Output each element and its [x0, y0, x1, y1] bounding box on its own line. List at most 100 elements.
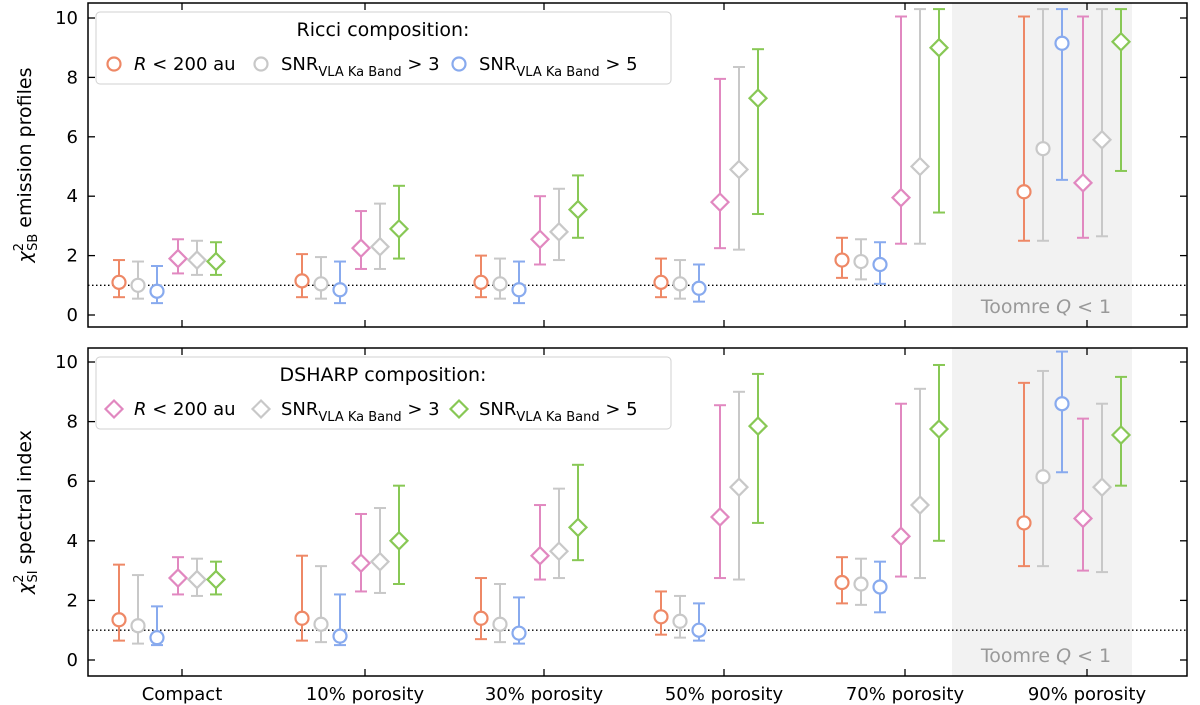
diamond-marker: [548, 541, 570, 562]
data-point: [567, 463, 589, 562]
data-point: [369, 507, 391, 594]
legend-label-main: SNR: [281, 54, 318, 75]
data-point: [928, 8, 950, 214]
data-point: [672, 594, 688, 639]
diamond-marker: [567, 517, 589, 538]
circle-marker: [473, 274, 489, 290]
ylabel-sub: SI: [26, 570, 41, 582]
diamond-marker: [728, 159, 750, 180]
data-point: [205, 560, 227, 596]
data-point: [130, 574, 146, 645]
data-point: [332, 593, 348, 647]
circle-marker: [672, 276, 688, 292]
diamond-marker: [388, 218, 410, 239]
diamond-marker: [529, 229, 551, 250]
legend-circle-marker: [253, 56, 269, 72]
data-point: [167, 556, 189, 596]
y-tick-label: 4: [67, 531, 78, 552]
circle-marker: [492, 276, 508, 292]
data-point: [388, 184, 410, 260]
circle-marker: [492, 616, 508, 632]
data-point: [853, 557, 869, 606]
data-point: [1110, 375, 1132, 487]
data-point: [511, 596, 527, 645]
circle-marker: [111, 612, 127, 628]
diamond-marker: [350, 238, 372, 259]
region-label-main: Toomre: [980, 645, 1056, 667]
y-tick-label: 8: [67, 412, 78, 433]
circle-marker: [834, 252, 850, 268]
diamond-marker: [167, 567, 189, 589]
diamond-marker: [350, 553, 372, 574]
y-tick-label: 0: [67, 305, 78, 326]
data-point: [350, 512, 372, 593]
data-point: [853, 238, 869, 281]
legend-entry-label: SNRVLA Ka Band > 3: [281, 399, 440, 425]
diamond-marker: [928, 418, 950, 440]
circle-marker: [1054, 35, 1070, 51]
data-point: [709, 404, 731, 580]
data-point: [1091, 402, 1113, 574]
data-point: [834, 556, 850, 605]
ylabel-sup: 2: [12, 574, 27, 582]
legend-label-italic: R: [134, 399, 147, 420]
diamond-marker: [167, 248, 189, 269]
y-tick-label: 6: [67, 127, 78, 148]
data-point: [529, 504, 551, 581]
diamond-marker: [709, 506, 731, 528]
legend-circle-marker: [106, 56, 122, 72]
data-point: [313, 565, 329, 644]
axes-frame: [87, 347, 1188, 677]
diamond-marker: [909, 156, 931, 177]
circle-marker: [332, 628, 348, 644]
series-group: [111, 8, 1132, 305]
x-tick-label: 30% porosity: [485, 684, 604, 705]
data-point: [672, 259, 688, 300]
x-tick-label: 90% porosity: [1028, 684, 1147, 705]
circle-marker: [1016, 515, 1032, 531]
data-point: [548, 187, 570, 262]
data-point: [928, 363, 950, 542]
circle-marker: [130, 618, 146, 634]
data-point: [1091, 8, 1113, 238]
diamond-marker: [709, 192, 731, 213]
legend-box: [95, 356, 672, 430]
data-point: [149, 264, 165, 305]
data-point: [872, 241, 888, 285]
data-point: [149, 605, 165, 647]
data-point: [1054, 350, 1070, 474]
x-tick-label: Compact: [142, 684, 223, 705]
diamond-marker: [369, 551, 391, 572]
legend-label-main: SNR: [479, 54, 516, 75]
legend-diamond-marker: [250, 398, 272, 420]
data-point: [728, 66, 750, 251]
data-point: [167, 238, 189, 275]
data-point: [834, 236, 850, 279]
diamond-marker: [1072, 508, 1094, 529]
circle-marker: [294, 610, 310, 626]
ylabel-rest: spectral index: [14, 430, 36, 570]
data-point: [492, 257, 508, 300]
diamond-marker: [728, 477, 750, 498]
data-point: [511, 260, 527, 305]
diamond-marker: [529, 545, 551, 566]
y-tick-label: 10: [55, 8, 78, 29]
y-tick-label: 2: [67, 590, 78, 611]
toomre-region-label: Toomre Q < 1: [980, 296, 1111, 318]
circle-marker: [149, 630, 165, 646]
legend-title: DSHARP composition:: [280, 364, 487, 386]
circle-marker: [1016, 184, 1032, 200]
diamond-marker: [369, 236, 391, 257]
diamond-marker: [1091, 477, 1113, 498]
y-tick-label: 8: [67, 67, 78, 88]
x-tick-label: 10% porosity: [306, 684, 425, 705]
data-point: [294, 554, 310, 642]
data-point: [1016, 381, 1032, 568]
data-point: [548, 487, 570, 580]
circle-marker: [691, 280, 707, 296]
region-label-rest: < 1: [1071, 296, 1111, 318]
data-point: [1016, 15, 1032, 242]
circle-marker: [473, 610, 489, 626]
